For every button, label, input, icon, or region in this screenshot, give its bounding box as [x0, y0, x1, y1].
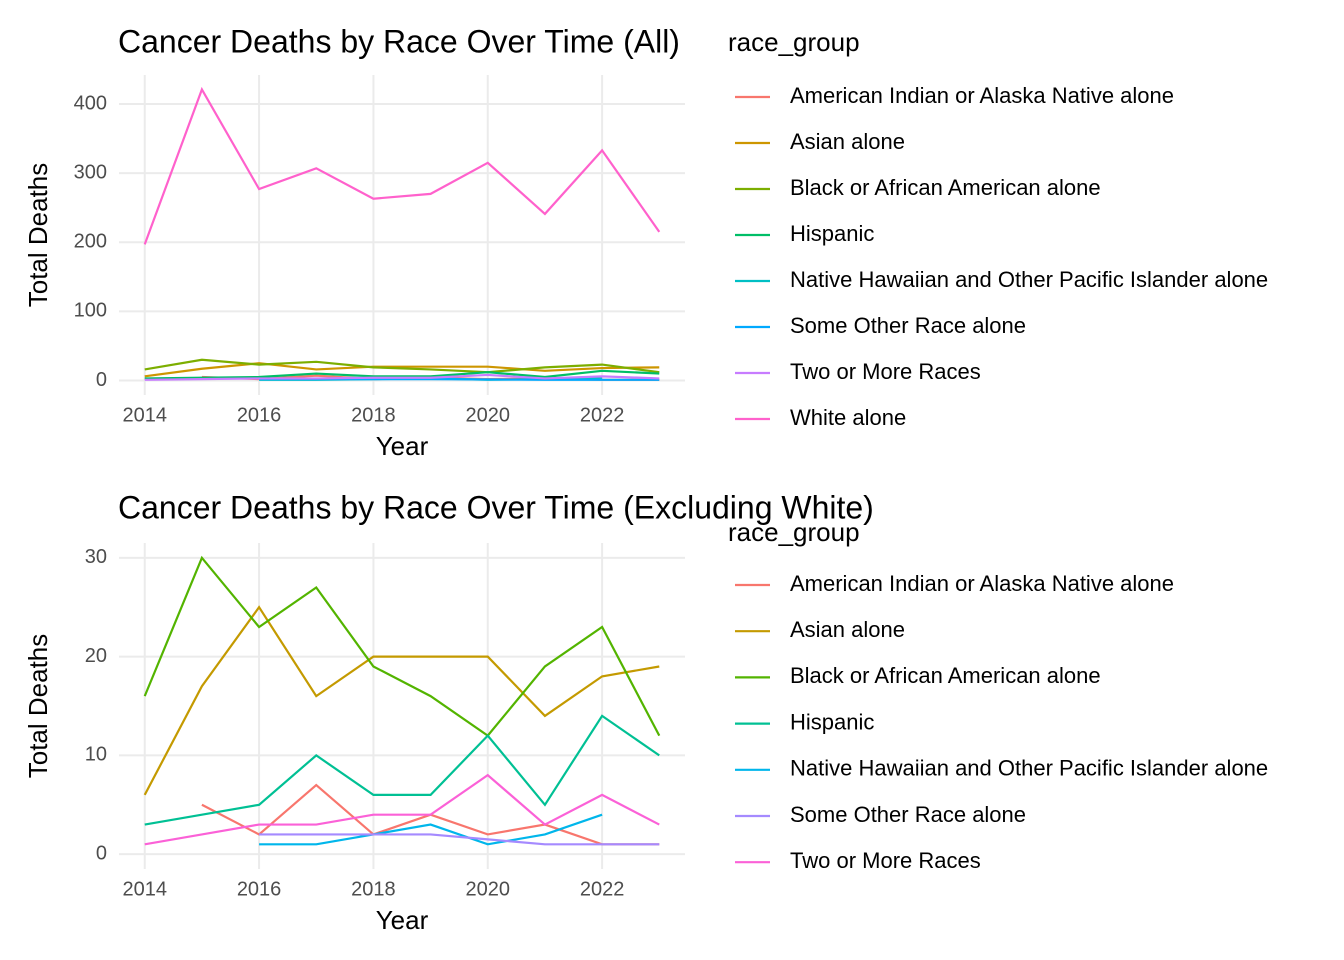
x-axis-title: Year	[376, 431, 429, 461]
y-tick-label: 20	[85, 645, 107, 667]
y-axis-title: Total Deaths	[23, 634, 53, 779]
legend-label: American Indian or Alaska Native alone	[790, 571, 1174, 596]
y-tick-label: 400	[74, 92, 107, 114]
chart-title: Cancer Deaths by Race Over Time (Excludi…	[118, 489, 874, 525]
legend-label: White alone	[790, 405, 906, 430]
data-line	[259, 833, 660, 846]
data-line	[143, 86, 661, 245]
legend-label: American Indian or Alaska Native alone	[790, 83, 1174, 108]
y-tick-label: 10	[85, 744, 107, 766]
y-tick-label: 0	[96, 369, 107, 391]
y-tick-label: 100	[74, 300, 107, 322]
legend-label: Two or More Races	[790, 848, 981, 873]
x-tick-label: 2020	[466, 878, 511, 900]
x-tick-label: 2014	[122, 878, 167, 900]
legend-title: race_group	[728, 517, 860, 547]
legend-label: Black or African American alone	[790, 663, 1101, 688]
legend-label: Hispanic	[790, 221, 874, 246]
y-tick-label: 300	[74, 161, 107, 183]
x-tick-label: 2020	[466, 404, 511, 426]
chart-title: Cancer Deaths by Race Over Time (All)	[118, 23, 680, 59]
data-line	[144, 773, 660, 846]
data-line	[143, 605, 660, 796]
data-line	[144, 373, 660, 381]
legend-label: Native Hawaiian and Other Pacific Island…	[790, 756, 1268, 781]
legend-title: race_group	[728, 27, 860, 57]
data-line	[144, 369, 660, 380]
legend-label: Black or African American alone	[790, 175, 1101, 200]
x-tick-label: 2018	[351, 878, 396, 900]
y-axis-title: Total Deaths	[23, 163, 53, 308]
y-tick-label: 200	[74, 231, 107, 253]
legend-label: Asian alone	[790, 129, 905, 154]
x-tick-label: 2018	[351, 404, 396, 426]
legend-label: Some Other Race alone	[790, 313, 1026, 338]
data-line	[144, 714, 660, 826]
data-line	[144, 358, 660, 374]
data-line	[144, 362, 660, 378]
x-tick-label: 2016	[237, 404, 282, 426]
data-line	[259, 813, 603, 846]
legend-label: Some Other Race alone	[790, 802, 1026, 827]
y-tick-label: 0	[96, 842, 107, 864]
x-tick-label: 2016	[237, 878, 282, 900]
legend-label: Two or More Races	[790, 359, 981, 384]
data-line	[143, 555, 661, 738]
x-axis-title: Year	[376, 905, 429, 935]
legend-label: Asian alone	[790, 617, 905, 642]
y-tick-label: 30	[85, 546, 107, 568]
legend-label: Hispanic	[790, 709, 874, 734]
x-tick-label: 2014	[122, 404, 167, 426]
x-tick-label: 2022	[580, 878, 625, 900]
legend-label: Native Hawaiian and Other Pacific Island…	[790, 267, 1268, 292]
x-tick-label: 2022	[580, 404, 625, 426]
